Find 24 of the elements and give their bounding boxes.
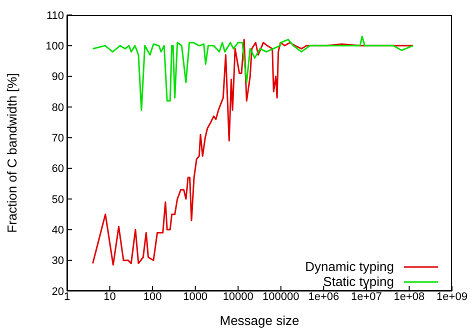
x-tick-label: 1e+06 [308, 290, 340, 303]
x-axis-title: Message size [220, 313, 300, 328]
y-tick-label: 60 [52, 163, 64, 176]
x-tick-label: 1e+09 [436, 290, 468, 303]
y-axis-title: Fraction of C bandwidth [%] [4, 73, 20, 233]
y-tick-label: 90 [52, 71, 64, 84]
y-tick-label: 20 [52, 286, 64, 298]
y-tick-label: 50 [52, 194, 64, 206]
y-tick-label: 100 [46, 40, 64, 53]
legend-label: Static typing [323, 274, 394, 289]
y-tick-label: 80 [52, 102, 64, 114]
x-tick-label: 1e+07 [350, 290, 382, 303]
x-tick-label: 1000 [183, 290, 208, 303]
y-tick-label: 30 [52, 255, 64, 268]
x-tick-label: 1 [64, 290, 70, 303]
y-tick-label: 110 [46, 10, 64, 22]
x-tick-label: 10 [104, 290, 116, 303]
legend-label: Dynamic typing [305, 259, 394, 274]
y-tick-label: 40 [52, 224, 64, 237]
y-tick-label: 70 [52, 132, 64, 145]
x-tick-label: 100 [143, 290, 162, 303]
x-tick-label: 10000 [222, 290, 254, 303]
x-tick-label: 100000 [262, 290, 300, 303]
x-tick-label: 1e+08 [394, 290, 425, 303]
